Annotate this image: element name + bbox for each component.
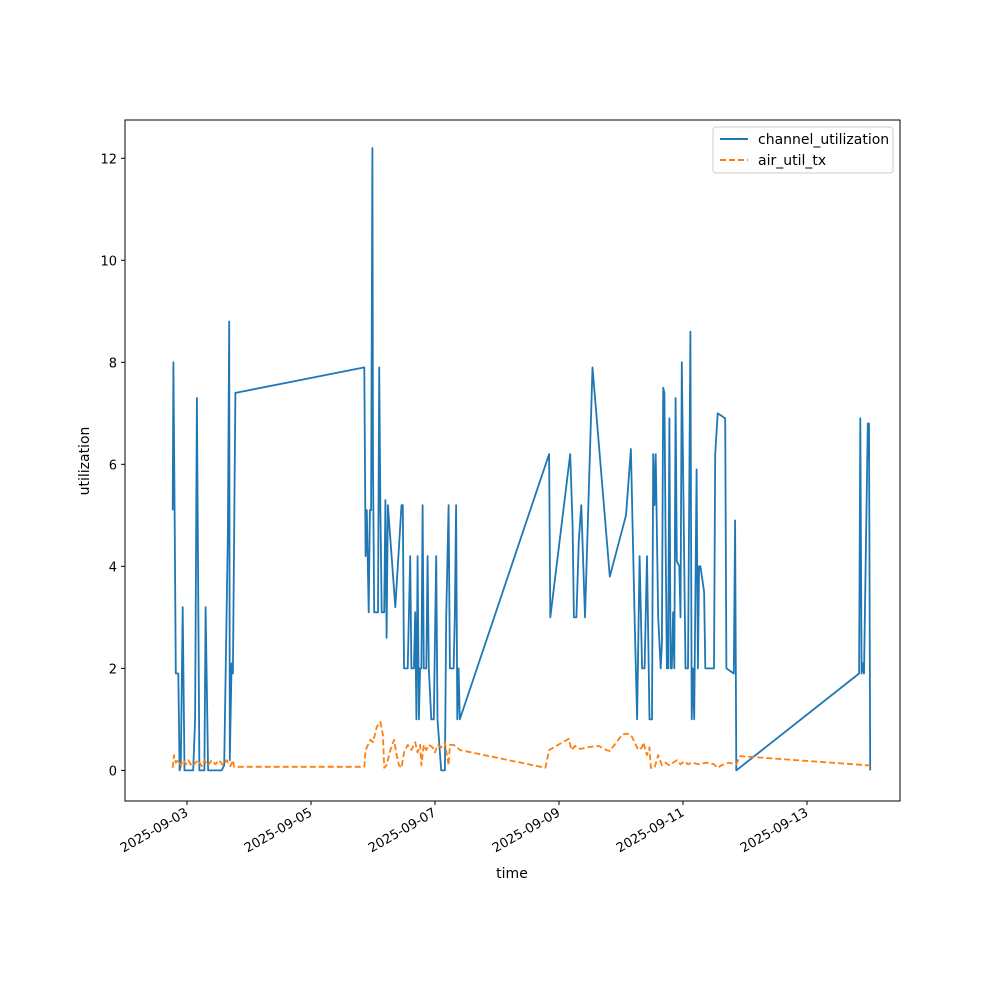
legend-label-air-util-tx: air_util_tx [758, 153, 826, 169]
y-tick-label: 8 [109, 356, 117, 371]
y-axis: 0 2 4 6 8 10 12 [100, 152, 125, 779]
series-line-air-util-tx [171, 721, 871, 769]
y-axis-label: utilization [77, 427, 93, 496]
y-tick-label: 0 [109, 764, 117, 779]
legend-label-channel-utilization: channel_utilization [758, 132, 889, 148]
x-axis-label: time [496, 866, 528, 882]
legend: channel_utilization air_util_tx [712, 126, 894, 174]
series-line-channel-utilization [171, 147, 872, 772]
series-layer [171, 147, 872, 772]
y-tick-label: 6 [109, 458, 117, 473]
y-tick-label: 10 [100, 254, 117, 269]
axes-frame [124, 119, 901, 802]
y-tick-label: 4 [109, 560, 117, 575]
legend-box [712, 126, 894, 174]
y-tick-label: 12 [100, 152, 117, 167]
plot-area [124, 119, 901, 802]
y-tick-label: 2 [109, 662, 117, 677]
